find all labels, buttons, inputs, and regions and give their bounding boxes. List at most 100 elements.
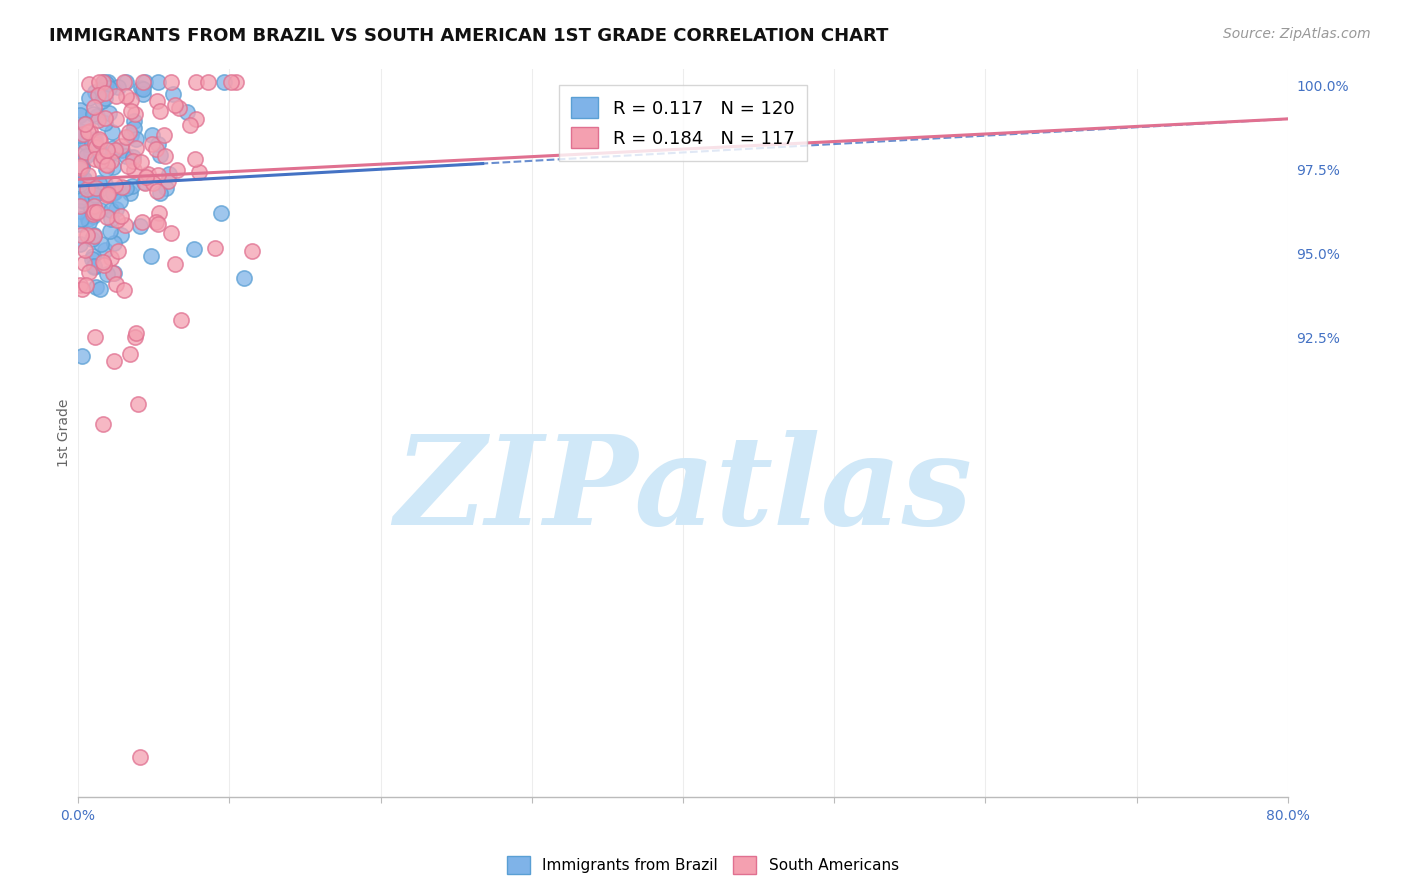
Point	[87, 176, 110, 190]
Point	[70, 282, 93, 296]
Point	[80, 206, 103, 220]
Point	[83, 85, 105, 99]
Point	[70, 171, 93, 186]
Point	[83, 132, 105, 146]
Point	[101, 140, 124, 154]
Point	[120, 128, 142, 142]
Point	[98, 81, 121, 95]
Point	[117, 159, 139, 173]
Point	[73, 117, 96, 131]
Point	[93, 75, 115, 89]
Point	[97, 186, 120, 201]
Point	[124, 326, 146, 340]
Point	[183, 242, 205, 256]
Point	[69, 217, 91, 231]
Point	[76, 182, 98, 196]
Point	[110, 194, 132, 209]
Point	[69, 161, 91, 175]
Point	[75, 277, 97, 292]
Point	[122, 114, 145, 128]
Point	[69, 128, 91, 142]
Point	[69, 161, 91, 175]
Point	[111, 144, 134, 158]
Point	[101, 266, 124, 280]
Point	[69, 227, 91, 242]
Point	[156, 174, 179, 188]
Point	[204, 241, 226, 255]
Point	[80, 190, 103, 204]
Point	[103, 353, 125, 368]
Point	[91, 149, 114, 163]
Point	[131, 214, 153, 228]
Point	[82, 249, 104, 263]
Point	[139, 249, 162, 263]
Point	[107, 79, 129, 94]
Point	[70, 212, 93, 227]
Point	[129, 749, 152, 764]
Point	[83, 228, 105, 243]
Point	[94, 161, 117, 176]
Point	[163, 257, 186, 271]
Point	[75, 149, 97, 163]
Point	[136, 167, 159, 181]
Point	[80, 182, 103, 196]
Point	[103, 186, 125, 201]
Point	[73, 128, 96, 142]
Point	[112, 75, 135, 89]
Point	[120, 347, 142, 361]
Point	[170, 313, 193, 327]
Point	[80, 136, 103, 151]
Point	[209, 206, 232, 220]
Point	[240, 244, 263, 259]
Point	[77, 77, 100, 91]
Point	[124, 106, 146, 120]
Point	[115, 181, 138, 195]
Point	[233, 271, 256, 285]
Point	[148, 206, 170, 220]
Point	[105, 212, 128, 227]
Point	[96, 267, 118, 281]
Point	[135, 170, 157, 185]
Point	[112, 283, 135, 297]
Point	[110, 209, 132, 223]
Point	[148, 148, 170, 162]
Point	[76, 212, 98, 227]
Point	[101, 145, 124, 160]
Point	[83, 229, 105, 244]
Point	[69, 108, 91, 122]
Point	[89, 203, 111, 218]
Point	[114, 89, 136, 103]
Point	[155, 181, 177, 195]
Point	[105, 202, 128, 216]
Point	[94, 244, 117, 258]
Point	[120, 186, 142, 201]
Point	[87, 112, 110, 127]
Point	[76, 125, 98, 139]
Y-axis label: 1st Grade: 1st Grade	[58, 399, 72, 467]
Point	[132, 87, 155, 101]
Point	[86, 137, 108, 152]
Point	[77, 91, 100, 105]
Point	[121, 178, 143, 193]
Point	[124, 330, 146, 344]
Point	[93, 154, 115, 169]
Point	[114, 149, 136, 163]
Point	[79, 123, 101, 137]
Point	[157, 167, 180, 181]
Point	[104, 185, 127, 199]
Point	[89, 282, 111, 296]
Point	[129, 155, 152, 169]
Point	[69, 237, 91, 252]
Point	[111, 180, 134, 194]
Point	[94, 76, 117, 90]
Point	[141, 128, 163, 143]
Point	[90, 83, 112, 97]
Point	[83, 134, 105, 148]
Point	[145, 214, 167, 228]
Point	[125, 141, 148, 155]
Point	[80, 145, 103, 160]
Point	[83, 260, 105, 274]
Point	[82, 107, 104, 121]
Point	[187, 164, 209, 178]
Point	[93, 87, 115, 101]
